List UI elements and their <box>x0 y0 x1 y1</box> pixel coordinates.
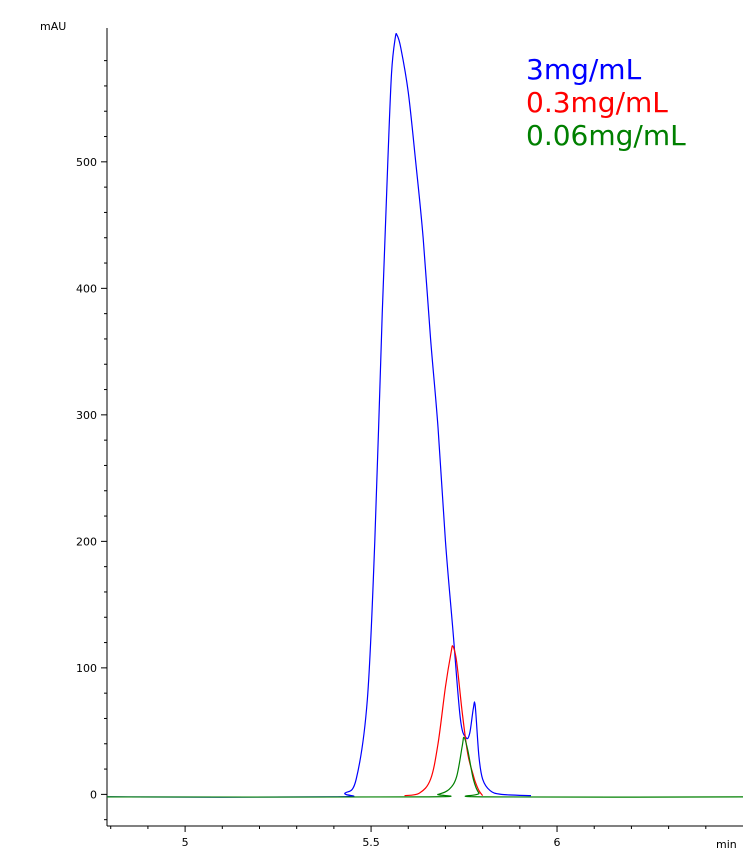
x-ticks: 5 5.5 6 <box>110 826 707 849</box>
y-tick-label: 400 <box>76 282 97 295</box>
x-tick-label: 6 <box>554 836 561 849</box>
y-tick-label: 0 <box>90 788 97 801</box>
x-tick-label: 5 <box>182 836 189 849</box>
x-tick-label: 5.5 <box>362 836 380 849</box>
y-tick-label: 500 <box>76 156 97 169</box>
series-line <box>404 645 484 797</box>
y-tick-label: 300 <box>76 409 97 422</box>
series-line <box>106 736 743 798</box>
y-ticks: 0 100 200 300 400 500 <box>76 60 107 821</box>
legend-entry: 0.06mg/mL <box>526 119 686 152</box>
legend-entry: 0.3mg/mL <box>526 86 668 119</box>
series-line <box>106 32 532 798</box>
y-tick-label: 200 <box>76 535 97 548</box>
y-tick-label: 100 <box>76 662 97 675</box>
legend-entry: 3mg/mL <box>526 53 642 86</box>
x-axis-label: min <box>716 838 737 850</box>
y-axis-label: mAU <box>40 20 66 33</box>
series-lines <box>106 32 743 798</box>
legend: 3mg/mL0.3mg/mL0.06mg/mL <box>526 53 686 152</box>
